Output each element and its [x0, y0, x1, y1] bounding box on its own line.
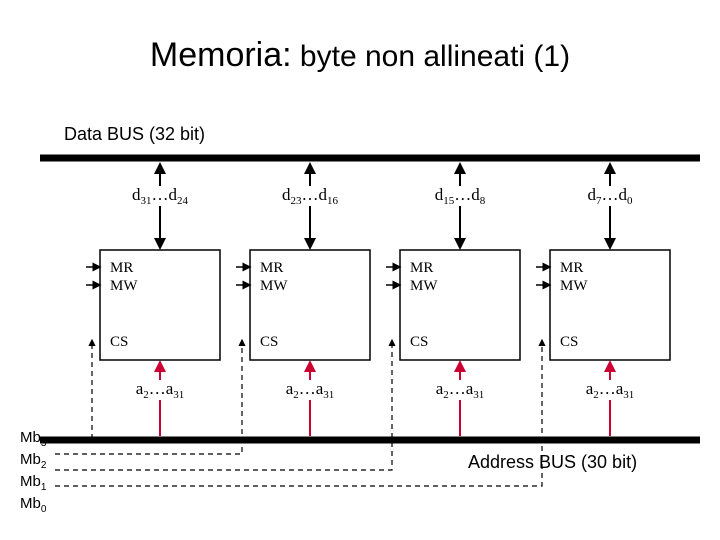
svg-text:d23…d16: d23…d16 [282, 185, 339, 207]
svg-text:a2…a31: a2…a31 [436, 379, 485, 401]
svg-text:d15…d8: d15…d8 [435, 185, 486, 207]
svg-text:a2…a31: a2…a31 [136, 379, 185, 401]
svg-text:MR: MR [260, 260, 283, 276]
svg-text:MW: MW [260, 278, 288, 294]
svg-text:CS: CS [110, 334, 128, 350]
svg-text:CS: CS [560, 334, 578, 350]
svg-text:d31…d24: d31…d24 [132, 185, 189, 207]
svg-text:MW: MW [110, 278, 138, 294]
svg-text:a2…a31: a2…a31 [586, 379, 635, 401]
svg-text:a2…a31: a2…a31 [286, 379, 335, 401]
svg-text:MR: MR [560, 260, 583, 276]
svg-text:d7…d0: d7…d0 [588, 185, 634, 207]
svg-text:CS: CS [260, 334, 278, 350]
svg-text:MR: MR [110, 260, 133, 276]
diagram-canvas: MR MW CS d31…d24 a2…a31 MR MW CS d23…d16 a2…a31 MR… [0, 0, 720, 540]
svg-text:CS: CS [410, 334, 428, 350]
svg-text:MR: MR [410, 260, 433, 276]
svg-text:MW: MW [560, 278, 588, 294]
svg-text:MW: MW [410, 278, 438, 294]
